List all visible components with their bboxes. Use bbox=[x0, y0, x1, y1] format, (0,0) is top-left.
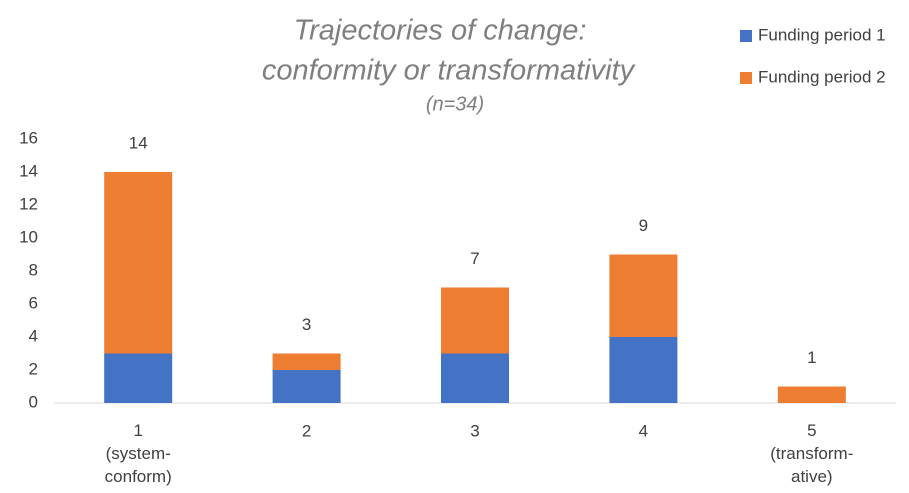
bar-segment bbox=[441, 353, 509, 403]
legend-label: Funding period 2 bbox=[758, 67, 886, 86]
total-label: 7 bbox=[470, 249, 479, 268]
chart-title: Trajectories of change: bbox=[294, 15, 587, 47]
chart-title: conformity or transformativity bbox=[262, 55, 636, 87]
bar-segment bbox=[441, 287, 509, 354]
legend-swatch bbox=[740, 72, 752, 84]
y-tick-label: 8 bbox=[29, 260, 38, 279]
total-label: 1 bbox=[807, 348, 816, 367]
x-tick-label: 4 bbox=[639, 421, 648, 440]
total-label: 3 bbox=[302, 315, 311, 334]
y-tick-label: 12 bbox=[19, 194, 38, 213]
legend-swatch bbox=[740, 30, 752, 42]
x-tick-label: 1 (system-conform) bbox=[105, 421, 172, 486]
x-tick-label: 3 bbox=[470, 421, 479, 440]
y-tick-label: 2 bbox=[29, 359, 38, 378]
bar-segment bbox=[777, 386, 846, 403]
bar-segment bbox=[104, 172, 173, 354]
bar-segment bbox=[609, 337, 678, 403]
bar-segment bbox=[272, 353, 341, 370]
bar-segment bbox=[272, 370, 341, 403]
y-tick-label: 16 bbox=[19, 128, 38, 147]
y-tick-label: 4 bbox=[29, 326, 38, 345]
y-tick-label: 6 bbox=[29, 293, 38, 312]
total-label: 9 bbox=[639, 216, 648, 235]
y-tick-label: 10 bbox=[19, 227, 38, 246]
x-tick-label: 5 (transform-ative) bbox=[770, 421, 853, 486]
legend-label: Funding period 1 bbox=[758, 25, 886, 44]
chart-subtitle: (n=34) bbox=[426, 93, 484, 115]
x-tick-label: 2 bbox=[302, 421, 311, 440]
y-tick-label: 14 bbox=[19, 161, 38, 180]
y-tick-label: 0 bbox=[29, 392, 38, 411]
bar-segment bbox=[609, 254, 678, 337]
total-label: 14 bbox=[129, 133, 148, 152]
bar-segment bbox=[104, 353, 173, 403]
